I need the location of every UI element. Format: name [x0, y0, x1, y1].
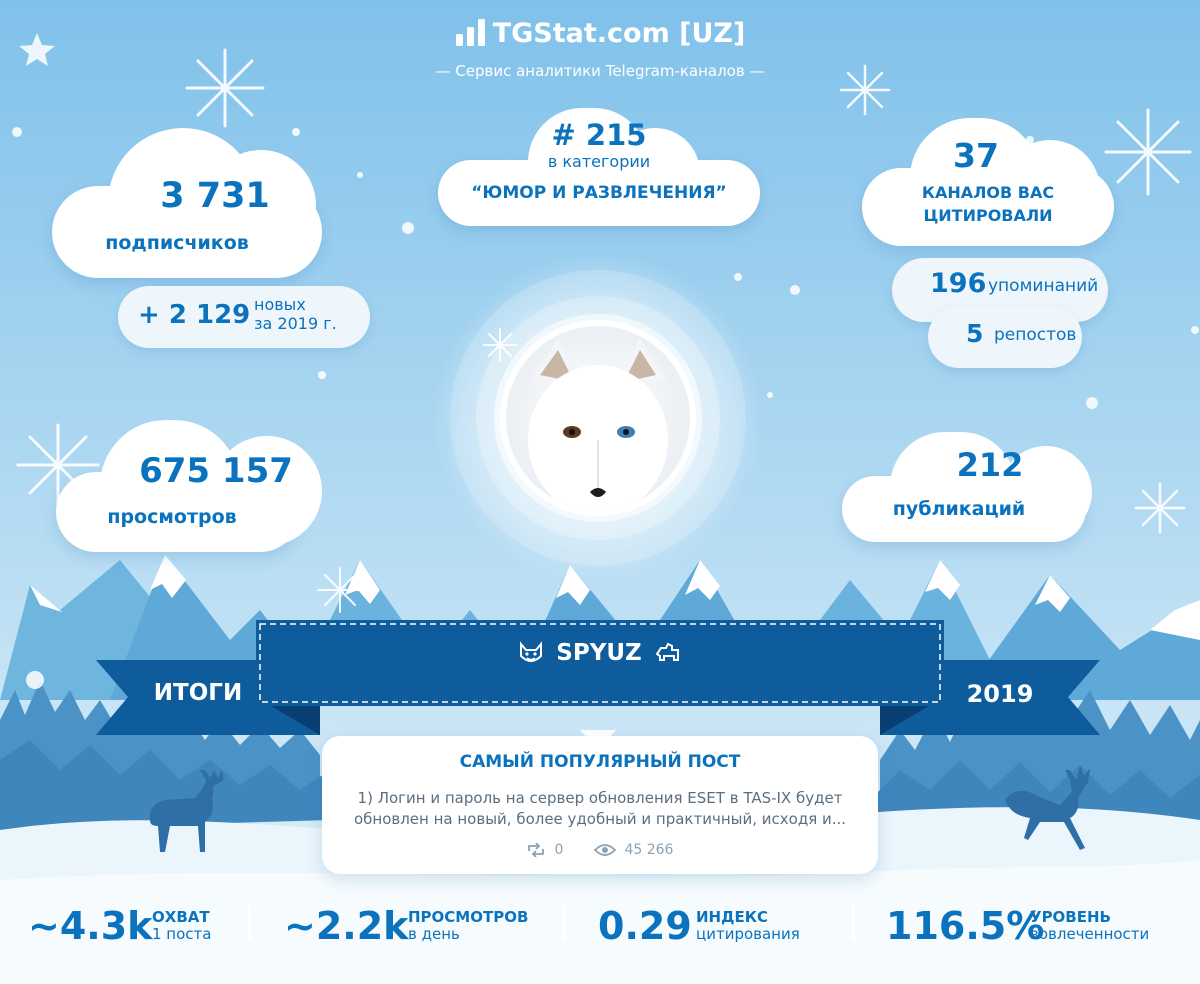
subscribers-count: 3 731: [160, 176, 270, 216]
deer-left: [149, 770, 224, 852]
stat-engagement-value: 116.5%: [886, 904, 1045, 948]
publications-label: публикаций: [892, 498, 1026, 520]
stat-citation-index-title: ИНДЕКС: [696, 908, 768, 926]
new-subscribers-label-2: за 2019 г.: [254, 314, 337, 333]
snowflakes: [16, 48, 1192, 613]
repost-icon: [528, 843, 544, 857]
rank-label: в категории: [547, 152, 651, 171]
publications-count: 212: [956, 446, 1024, 484]
citations-label-1: КАНАЛОВ ВАС: [921, 183, 1055, 202]
views-label: просмотров: [107, 506, 237, 528]
mentions-count: 196: [930, 268, 987, 299]
header-subtitle: — Сервис аналитики Telegram-каналов —: [435, 62, 765, 80]
stat-daily-views-title: ПРОСМОТРОВ: [408, 908, 529, 926]
citations-count: 37: [953, 136, 999, 175]
stat-reach-value: ~4.3k: [28, 904, 153, 948]
stat-divider: [562, 905, 565, 941]
stat-daily-views-value: ~2.2k: [284, 904, 409, 948]
rank-number: # 215: [551, 118, 647, 152]
new-subscribers-label-1: новых: [254, 295, 306, 314]
popular-post-text-1: 1) Логин и пароль на сервер обновления E…: [357, 789, 843, 807]
banner-channel: SPYUZ: [256, 640, 944, 666]
banner-right-label: 2019: [966, 680, 1034, 708]
reposts-label: репостов: [994, 325, 1077, 345]
citations-label-2: ЦИТИРОВАЛИ: [923, 206, 1053, 225]
bar-chart-icon: [455, 18, 485, 46]
dog-emoji-icon: [655, 642, 679, 661]
arctic-fox-image: [506, 326, 690, 510]
app-title: TGStat.com [UZ]: [492, 18, 746, 49]
popular-post-title: САМЫЙ ПОПУЛЯРНЫЙ ПОСТ: [459, 752, 741, 772]
new-subscribers-count: + 2 129: [138, 300, 251, 330]
eye-icon: [594, 844, 616, 856]
stat-reach-title: ОХВАТ: [152, 908, 210, 926]
mentions-label: упоминаний: [988, 276, 1099, 296]
deer-right: [1005, 765, 1090, 850]
popular-post-views: 45 266: [594, 842, 673, 858]
stat-citation-index-subtitle: цитирования: [696, 925, 800, 943]
popular-post-reposts: 0: [526, 842, 563, 858]
popular-post-reposts-count: 0: [554, 842, 564, 858]
banner-left-label: ИТОГИ: [153, 680, 243, 706]
popular-post-views-count: 45 266: [624, 842, 674, 858]
channel-name: SPYUZ: [556, 640, 642, 666]
stat-reach-subtitle: 1 поста: [152, 925, 212, 943]
rank-category: “ЮМОР И РАЗВЛЕЧЕНИЯ”: [471, 183, 727, 203]
reposts-count: 5: [966, 319, 984, 348]
banner-ribbon: [96, 620, 1100, 750]
subscribers-label: подписчиков: [105, 232, 249, 254]
stat-divider: [248, 905, 251, 941]
stat-engagement-title: УРОВЕНЬ: [1030, 908, 1111, 926]
stat-engagement-subtitle: вовлеченности: [1030, 925, 1150, 943]
cat-emoji-icon: [520, 640, 543, 662]
channel-avatar: [500, 320, 696, 516]
stat-divider: [852, 905, 855, 941]
stat-daily-views-subtitle: в день: [408, 925, 460, 943]
stat-citation-index-value: 0.29: [598, 904, 692, 948]
header-title-row: TGStat.com [UZ]: [0, 18, 1200, 49]
popular-post-text-2: обновлен на новый, более удобный и практ…: [353, 810, 847, 828]
views-count: 675 157: [139, 451, 293, 491]
